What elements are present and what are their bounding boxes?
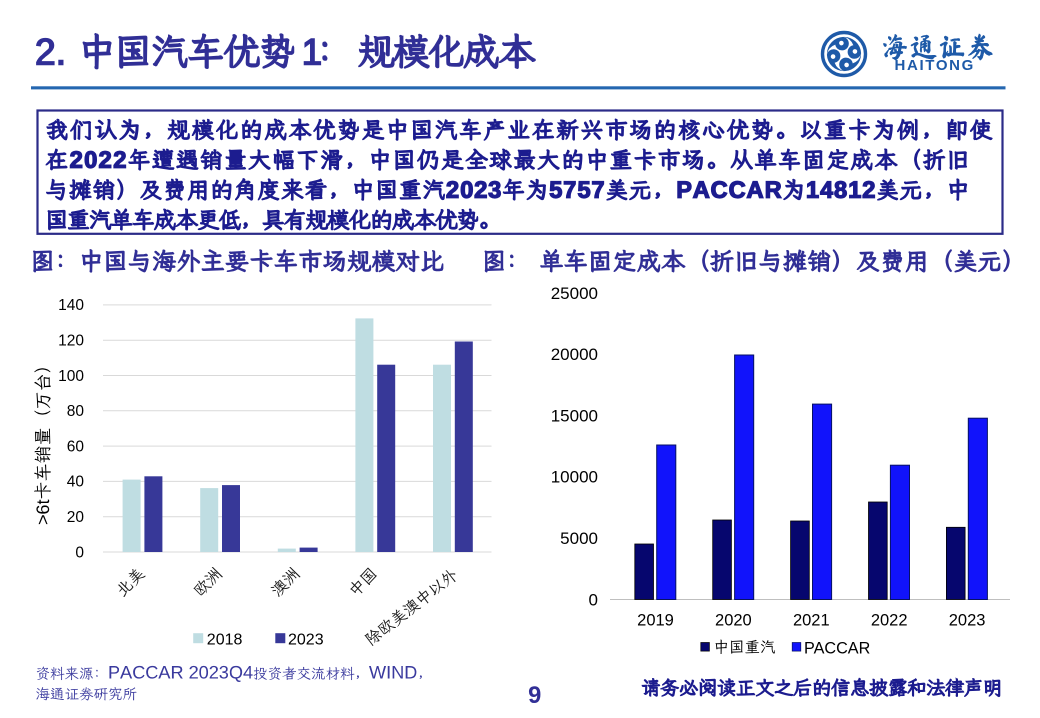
svg-text:25000: 25000 [551,284,598,303]
svg-text:120: 120 [58,333,84,350]
svg-text:0: 0 [589,590,598,609]
svg-text:40: 40 [67,474,85,491]
svg-text:2021: 2021 [793,612,830,630]
svg-text:2019: 2019 [637,612,674,630]
svg-text:PACCAR: PACCAR [804,640,870,658]
svg-text:2023: 2023 [288,631,324,648]
svg-text:20000: 20000 [551,345,598,364]
svg-text:15000: 15000 [551,406,598,425]
svg-text:80: 80 [67,403,85,420]
svg-text:5000: 5000 [560,529,598,548]
svg-text:2018: 2018 [207,631,243,648]
svg-text:20: 20 [67,509,85,526]
svg-text:2020: 2020 [715,612,752,630]
svg-text:0: 0 [75,544,84,561]
svg-text:10000: 10000 [551,468,598,487]
svg-text:100: 100 [58,368,84,385]
svg-text:2023: 2023 [949,612,986,630]
svg-text:9: 9 [528,683,541,709]
svg-text:2022: 2022 [871,612,908,630]
svg-text:60: 60 [67,438,85,455]
svg-text:140: 140 [58,297,84,314]
svg-text:HAITONG: HAITONG [895,57,975,74]
